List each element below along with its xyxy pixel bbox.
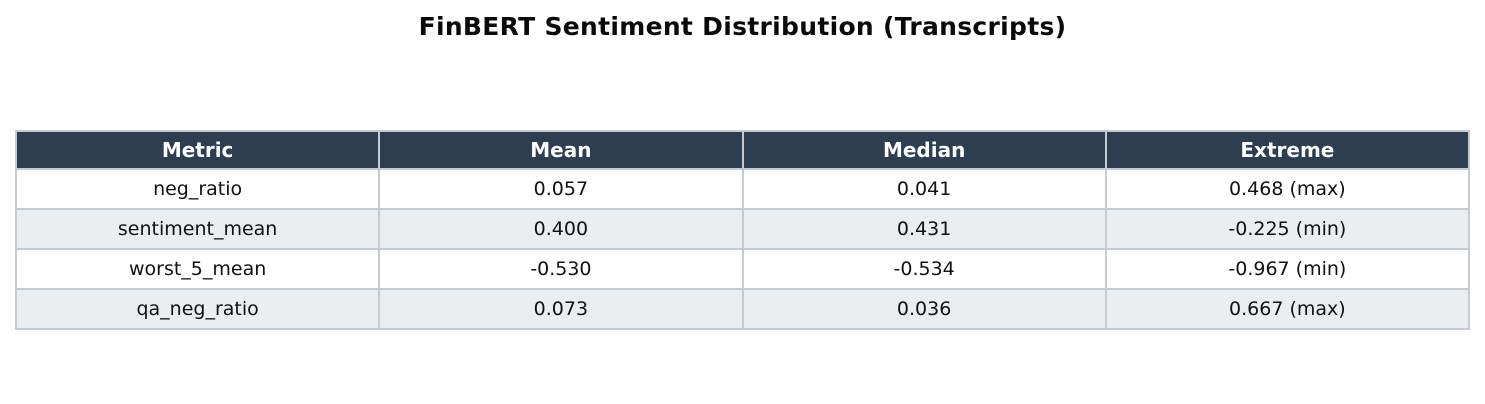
sentiment-table: Metric Mean Median Extreme neg_ratio 0.057 0.…	[14, 130, 1471, 330]
column-header-extreme: Extreme	[1104, 130, 1471, 170]
table-cell: 0.400	[378, 208, 744, 250]
table-body: neg_ratio 0.057 0.041 0.468 (max) sentiment_…	[14, 168, 1471, 330]
table-cell: 0.468 (max)	[1104, 168, 1471, 210]
sentiment-table-container: Metric Mean Median Extreme neg_ratio 0.057 0.…	[14, 130, 1471, 330]
table-row: neg_ratio 0.057 0.041 0.468 (max)	[14, 168, 1471, 210]
column-header-mean: Mean	[378, 130, 744, 170]
table-cell: worst_5_mean	[14, 248, 381, 290]
table-cell: sentiment_mean	[14, 208, 381, 250]
table-cell: 0.073	[378, 288, 744, 330]
table-cell: 0.036	[741, 288, 1107, 330]
table-cell: -0.967 (min)	[1104, 248, 1471, 290]
table-cell: 0.041	[741, 168, 1107, 210]
table-row: qa_neg_ratio 0.073 0.036 0.667 (max)	[14, 288, 1471, 330]
table-cell: 0.667 (max)	[1104, 288, 1471, 330]
table-cell: -0.534	[741, 248, 1107, 290]
table-cell: qa_neg_ratio	[14, 288, 381, 330]
table-cell: -0.530	[378, 248, 744, 290]
column-header-metric: Metric	[14, 130, 381, 170]
table-cell: 0.057	[378, 168, 744, 210]
column-header-median: Median	[741, 130, 1107, 170]
table-cell: 0.431	[741, 208, 1107, 250]
table-header: Metric Mean Median Extreme	[14, 130, 1471, 170]
figure-title: FinBERT Sentiment Distribution (Transcri…	[418, 12, 1067, 41]
table-row: sentiment_mean 0.400 0.431 -0.225 (min)	[14, 208, 1471, 250]
table-header-row: Metric Mean Median Extreme	[14, 130, 1471, 170]
table-cell: neg_ratio	[14, 168, 381, 210]
table-row: worst_5_mean -0.530 -0.534 -0.967 (min)	[14, 248, 1471, 290]
table-cell: -0.225 (min)	[1104, 208, 1471, 250]
